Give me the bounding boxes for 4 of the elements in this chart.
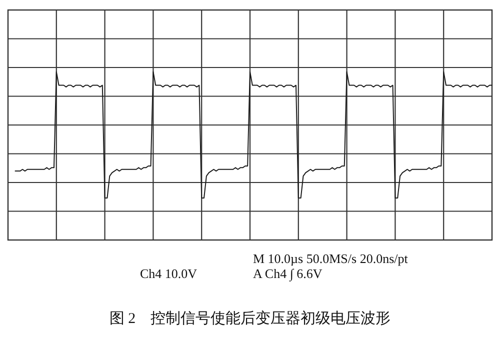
text: M 10.0µs 50.0MS/s 20.0ns/pt	[253, 251, 408, 266]
text: Ch4 10.0V	[140, 266, 198, 281]
text: A Ch4 ∫ 6.6V	[253, 266, 323, 282]
text: 图 2 控制信号使能后变压器初级电压波形	[109, 310, 391, 327]
